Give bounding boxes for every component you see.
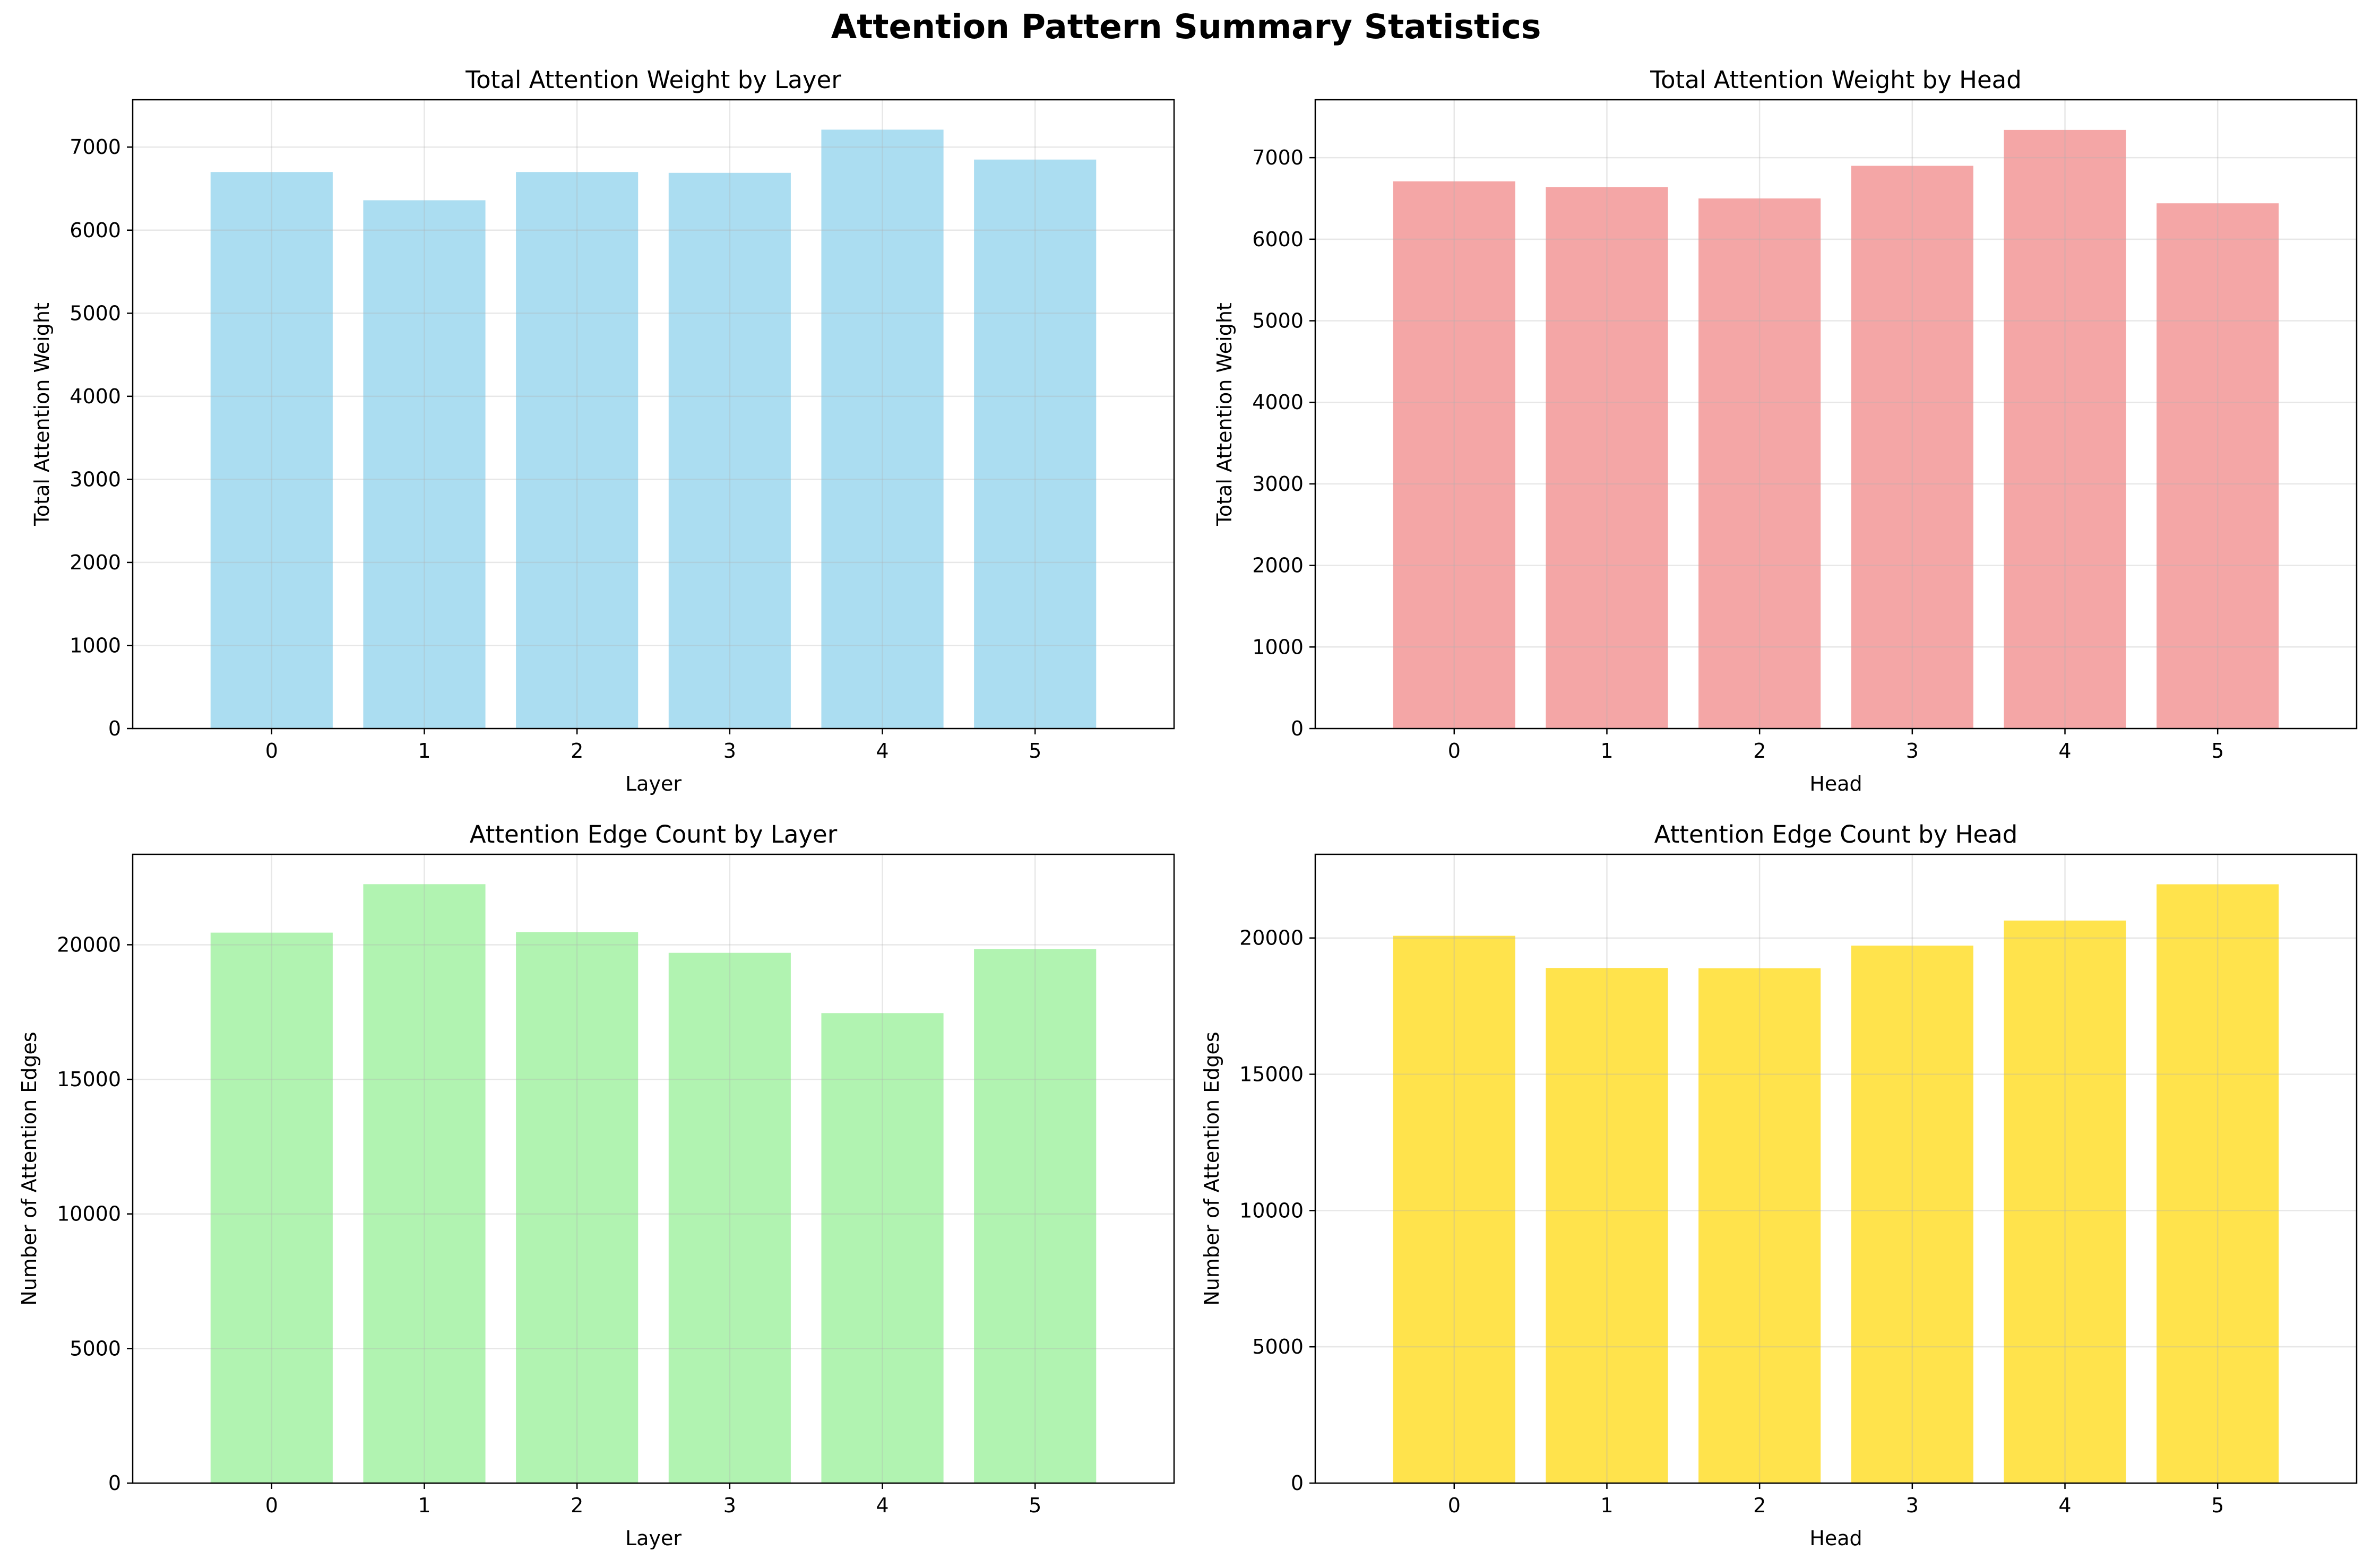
head-edges-ytick-label: 0 xyxy=(1291,1471,1304,1495)
head-edges-chart: 0 5000 10000 15000 20000 0 1 2 3 4 5 Attention Edge… xyxy=(1200,820,2358,1550)
head-weight-xtick-label: 4 xyxy=(2058,739,2071,763)
layer-weight-ytick-label: 3000 xyxy=(70,467,121,491)
layer-weight-xtick-label: 3 xyxy=(723,739,736,763)
layer-weight-xtick-label: 0 xyxy=(265,739,278,763)
head-edges-ytick-label: 10000 xyxy=(1239,1199,1304,1222)
layer-weight-xtick-label: 4 xyxy=(876,739,889,763)
head-edges-bar xyxy=(2004,920,2126,1483)
layer-edges-xtick-label: 0 xyxy=(265,1494,278,1517)
head-weight-bar xyxy=(1393,181,1515,729)
head-edges-ytick-label: 20000 xyxy=(1239,926,1304,950)
head-weight-ytick-label: 4000 xyxy=(1252,391,1304,414)
head-edges-xtick-label: 5 xyxy=(2211,1494,2224,1517)
layer-weight-ytick-label: 2000 xyxy=(70,551,121,574)
layer-weight-ytick-label: 7000 xyxy=(70,135,121,159)
head-edges-ytick-label: 5000 xyxy=(1252,1335,1304,1358)
layer-weight-ytick-label: 6000 xyxy=(70,219,121,242)
head-weight-xtick-label: 3 xyxy=(1906,739,1919,763)
head-weight-title: Total Attention Weight by Head xyxy=(1650,66,2022,94)
layer-weight-xtick-label: 2 xyxy=(571,739,583,763)
layer-edges-ytick-label: 20000 xyxy=(57,933,121,956)
head-edges-xlabel: Head xyxy=(1809,1527,1862,1550)
layer-edges-bar xyxy=(821,1013,944,1483)
layer-weight-bar xyxy=(210,172,333,729)
layer-weight-chart: 0 1000 2000 3000 4000 5000 6000 7000 0 1 2 3 4 5 Total… xyxy=(30,66,1175,795)
head-weight-chart: 0 1000 2000 3000 4000 5000 6000 7000 0 1 2 3 4 5 Total… xyxy=(1213,66,2358,795)
layer-edges-bar xyxy=(363,884,486,1483)
layer-weight-ytick-label: 1000 xyxy=(70,634,121,657)
head-weight-ylabel: Total Attention Weight xyxy=(1213,302,1236,526)
layer-edges-title: Attention Edge Count by Layer xyxy=(470,820,838,848)
layer-weight-bar xyxy=(516,172,639,729)
layer-edges-xtick-label: 1 xyxy=(418,1494,430,1517)
layer-edges-bar xyxy=(210,932,333,1483)
head-weight-bar xyxy=(1698,198,1821,729)
layer-edges-xtick-label: 5 xyxy=(1029,1494,1041,1517)
layer-edges-axes-frame xyxy=(132,853,1175,1484)
head-edges-bar xyxy=(1851,946,1973,1483)
layer-weight-xlabel: Layer xyxy=(625,772,682,795)
layer-edges-bar xyxy=(668,952,791,1483)
head-edges-ylabel: Number of Attention Edges xyxy=(1200,1032,1223,1305)
head-weight-ytick-label: 0 xyxy=(1291,717,1304,740)
head-weight-bar xyxy=(1546,187,1668,729)
head-weight-ytick-label: 7000 xyxy=(1252,146,1304,169)
head-edges-axes-frame xyxy=(1314,853,2358,1484)
head-weight-bar xyxy=(2157,203,2279,729)
layer-weight-ylabel: Total Attention Weight xyxy=(30,302,54,526)
head-weight-bar xyxy=(2004,129,2126,729)
layer-weight-bar xyxy=(668,172,791,729)
head-edges-bar xyxy=(2157,884,2279,1483)
head-weight-ytick-label: 1000 xyxy=(1252,635,1304,659)
head-weight-axes-frame xyxy=(1314,99,2358,730)
layer-edges-ytick-label: 15000 xyxy=(57,1068,121,1091)
head-edges-bar xyxy=(1698,968,1821,1483)
figure-title: Attention Pattern Summary Statistics xyxy=(831,7,1541,46)
head-weight-xtick-label: 2 xyxy=(1753,739,1766,763)
layer-weight-ytick-label: 0 xyxy=(108,717,121,740)
head-weight-ytick-label: 5000 xyxy=(1252,309,1304,333)
layer-weight-xtick-label: 1 xyxy=(418,739,430,763)
layer-weight-title: Total Attention Weight by Layer xyxy=(465,66,841,94)
head-weight-xtick-label: 5 xyxy=(2211,739,2224,763)
head-edges-title: Attention Edge Count by Head xyxy=(1654,820,2018,848)
head-edges-xtick-label: 2 xyxy=(1753,1494,1766,1517)
layer-edges-xtick-label: 3 xyxy=(723,1494,736,1517)
head-weight-ytick-label: 2000 xyxy=(1252,554,1304,577)
layer-edges-xtick-label: 4 xyxy=(876,1494,889,1517)
head-edges-ytick-label: 15000 xyxy=(1239,1063,1304,1086)
layer-edges-bar xyxy=(516,932,639,1483)
head-edges-xtick-label: 0 xyxy=(1448,1494,1461,1517)
layer-edges-ytick-label: 0 xyxy=(108,1471,121,1495)
head-weight-bar xyxy=(1851,166,1973,729)
layer-weight-axes-frame xyxy=(132,99,1175,730)
layer-edges-ytick-label: 5000 xyxy=(70,1337,121,1360)
layer-edges-xlabel: Layer xyxy=(625,1527,682,1550)
head-weight-xtick-label: 0 xyxy=(1448,739,1461,763)
head-weight-xlabel: Head xyxy=(1809,772,1862,795)
head-weight-xtick-label: 1 xyxy=(1600,739,1613,763)
layer-weight-ytick-label: 4000 xyxy=(70,385,121,408)
layer-edges-xtick-label: 2 xyxy=(571,1494,583,1517)
head-weight-ytick-label: 3000 xyxy=(1252,472,1304,496)
layer-edges-bar xyxy=(974,949,1097,1483)
layer-edges-ytick-label: 10000 xyxy=(57,1202,121,1226)
head-edges-xtick-label: 3 xyxy=(1906,1494,1919,1517)
head-edges-bar xyxy=(1393,935,1515,1483)
layer-weight-ytick-label: 5000 xyxy=(70,301,121,325)
head-edges-bar xyxy=(1546,968,1668,1483)
head-edges-xtick-label: 4 xyxy=(2058,1494,2071,1517)
layer-edges-ylabel: Number of Attention Edges xyxy=(18,1032,41,1305)
layer-weight-bar xyxy=(974,159,1097,729)
layer-weight-bar xyxy=(821,129,944,729)
head-edges-xtick-label: 1 xyxy=(1600,1494,1613,1517)
layer-weight-bar xyxy=(363,200,486,729)
layer-edges-chart: 0 5000 10000 15000 20000 0 1 2 3 4 5 Attention Edge… xyxy=(18,820,1175,1550)
head-weight-ytick-label: 6000 xyxy=(1252,228,1304,251)
layer-weight-xtick-label: 5 xyxy=(1029,739,1041,763)
